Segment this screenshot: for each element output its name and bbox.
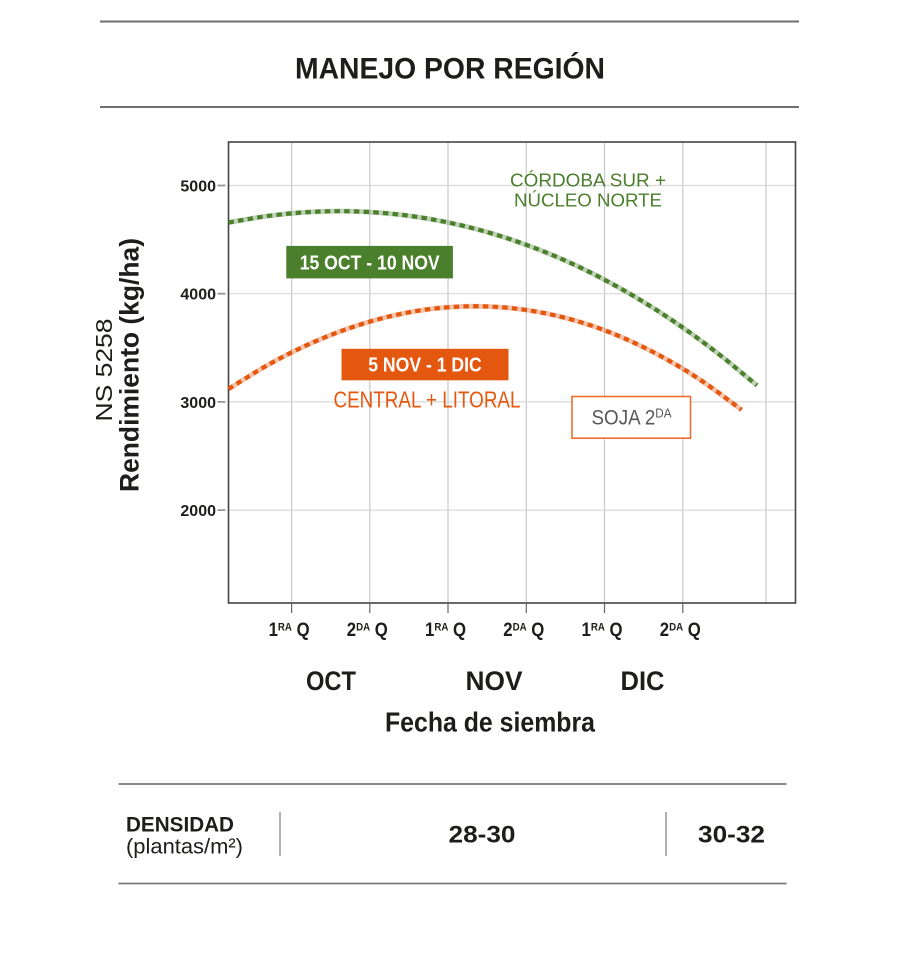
svg-text:DIC: DIC [621, 666, 665, 696]
svg-text:NOV: NOV [466, 666, 523, 696]
svg-text:Rendimiento (kg/ha): Rendimiento (kg/ha) [115, 238, 145, 492]
svg-text:CENTRAL + LITORAL: CENTRAL + LITORAL [334, 387, 521, 413]
svg-text:NS 5258: NS 5258 [91, 319, 117, 422]
svg-text:SOJA 2DA: SOJA 2DA [592, 406, 672, 430]
svg-text:NÚCLEO NORTE: NÚCLEO NORTE [514, 190, 662, 211]
svg-text:MANEJO POR REGIÓN: MANEJO POR REGIÓN [295, 52, 605, 86]
svg-text:(plantas/m²): (plantas/m²) [126, 835, 243, 859]
svg-text:2000: 2000 [180, 503, 216, 520]
svg-text:4000: 4000 [180, 287, 216, 304]
svg-text:15 OCT - 10 NOV: 15 OCT - 10 NOV [300, 253, 441, 275]
svg-text:DENSIDAD: DENSIDAD [126, 813, 234, 837]
svg-text:OCT: OCT [306, 666, 356, 696]
svg-text:5000: 5000 [180, 178, 216, 195]
svg-text:28-30: 28-30 [449, 822, 516, 849]
svg-text:30-32: 30-32 [698, 822, 765, 849]
svg-text:Fecha de siembra: Fecha de siembra [385, 707, 595, 738]
svg-text:CÓRDOBA SUR +: CÓRDOBA SUR + [510, 170, 666, 191]
svg-text:3000: 3000 [180, 395, 216, 412]
svg-text:5 NOV - 1 DIC: 5 NOV - 1 DIC [368, 355, 482, 377]
